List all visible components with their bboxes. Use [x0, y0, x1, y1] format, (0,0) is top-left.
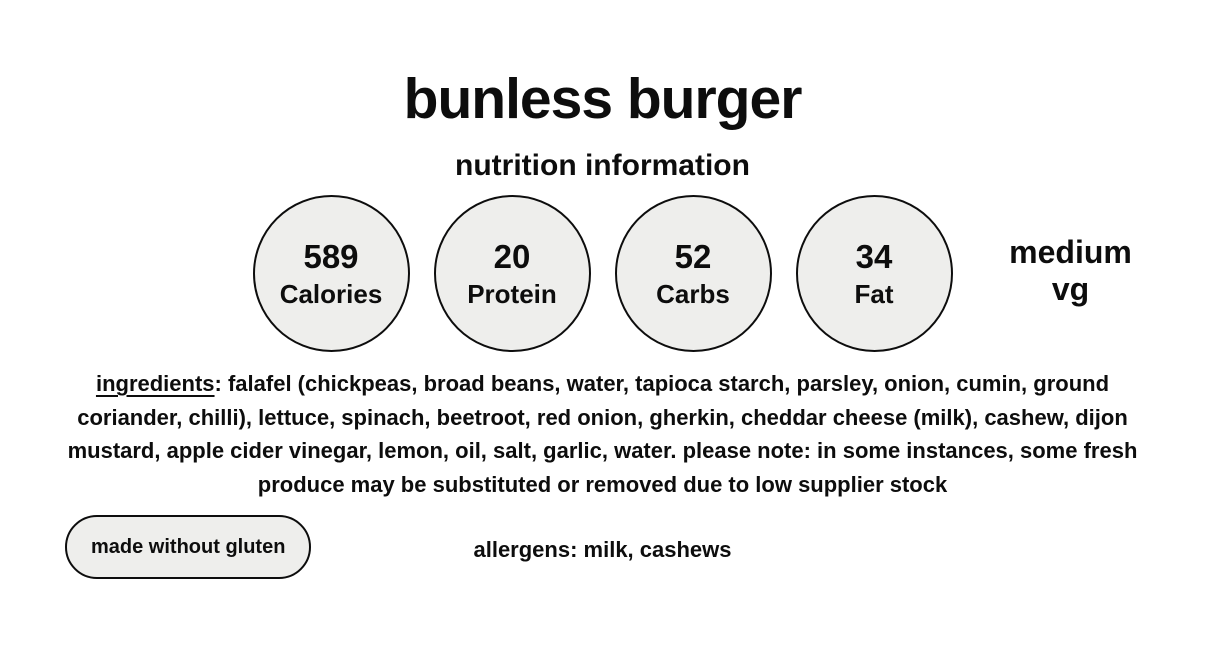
protein-label: Protein — [467, 278, 557, 309]
allergens-text: allergens: milk, cashews — [473, 537, 732, 562]
ingredients-paragraph: ingredients: falafel (chickpeas, broad b… — [50, 367, 1155, 501]
protein-circle: 20 Protein — [433, 195, 591, 352]
diet-size-line: medium — [1009, 234, 1132, 270]
gluten-free-badge: made without gluten — [65, 515, 312, 579]
protein-value: 20 — [493, 237, 531, 275]
carbs-label: Carbs — [656, 278, 730, 309]
ingredients-label: ingredients — [95, 371, 215, 396]
fat-circle: 34 Fat — [795, 195, 953, 352]
diet-code-line: vg — [1051, 271, 1090, 308]
fat-label: Fat — [854, 278, 894, 309]
macro-circles-row: 589 Calories 20 Protein 52 Carbs 34 Fat — [0, 195, 1205, 352]
diet-size-label: medium vg — [978, 234, 1163, 308]
calories-value: 589 — [303, 237, 359, 275]
page-title: bunless burger — [403, 67, 803, 131]
fat-value: 34 — [855, 237, 893, 275]
ingredients-text: : falafel (chickpeas, broad beans, water… — [67, 371, 1138, 497]
calories-label: Calories — [279, 278, 383, 309]
carbs-circle: 52 Carbs — [614, 195, 772, 352]
calories-circle: 589 Calories — [252, 195, 410, 352]
carbs-value: 52 — [674, 237, 712, 275]
page-subtitle: nutrition information — [455, 149, 750, 182]
